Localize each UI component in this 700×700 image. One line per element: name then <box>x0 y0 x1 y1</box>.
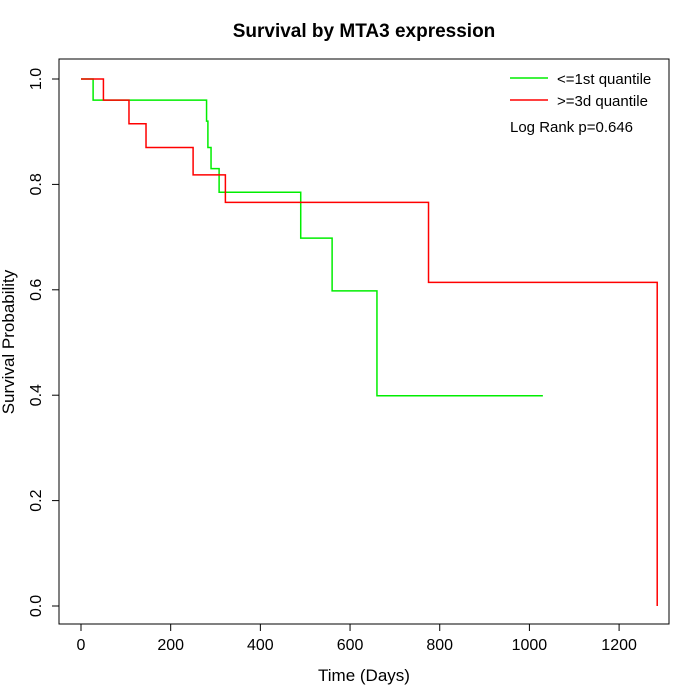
legend: <=1st quantile >=3d quantile <box>510 71 651 110</box>
y-tick-label: 0.6 <box>28 279 45 301</box>
x-tick-label: 600 <box>337 637 364 654</box>
y-axis: 0.0 0.2 0.4 0.6 0.8 1.0 <box>28 68 60 617</box>
x-tick-label: 400 <box>247 637 274 654</box>
series-line-1 <box>81 78 543 397</box>
y-tick-label: 0.2 <box>28 489 45 511</box>
y-axis-title: Survival Probability <box>0 269 18 414</box>
x-tick-label: 800 <box>426 637 453 654</box>
log-rank-annotation: Log Rank p=0.646 <box>510 119 633 136</box>
y-tick-label: 0.0 <box>28 595 45 617</box>
x-tick-label: 200 <box>157 637 184 654</box>
x-axis: 0 200 400 600 800 1000 1200 <box>77 623 637 654</box>
chart-title: Survival by MTA3 expression <box>233 21 496 42</box>
x-tick-label: 1000 <box>512 637 548 654</box>
series-line-2 <box>81 78 658 606</box>
x-axis-title: Time (Days) <box>318 666 410 685</box>
legend-label-series-1: <=1st quantile <box>557 71 651 88</box>
x-tick-label: 0 <box>77 637 86 654</box>
y-tick-label: 1.0 <box>28 68 45 90</box>
y-tick-label: 0.4 <box>28 384 45 406</box>
series-layer <box>81 78 658 606</box>
y-tick-label: 0.8 <box>28 173 45 195</box>
x-tick-label: 1200 <box>601 637 637 654</box>
legend-label-series-2: >=3d quantile <box>557 93 648 110</box>
